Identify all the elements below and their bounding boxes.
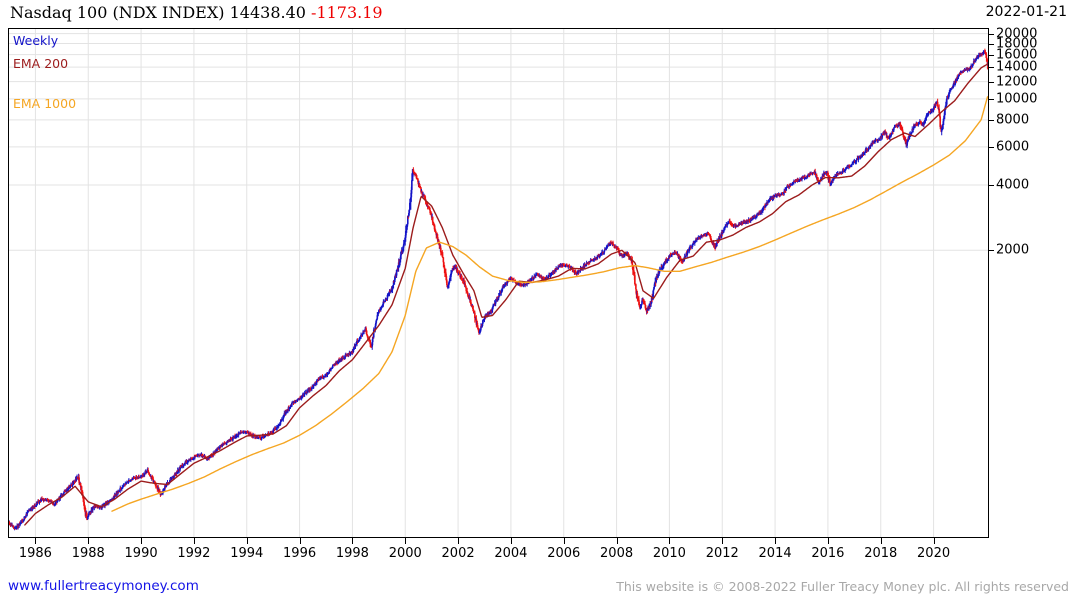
date-axis-label: 1998 xyxy=(335,546,369,561)
instrument-name: Nasdaq 100 (NDX INDEX) xyxy=(10,3,225,22)
as-of-date: 2022-01-21 xyxy=(985,4,1067,20)
date-axis-tick-mark xyxy=(405,538,407,544)
date-axis-tick-mark xyxy=(669,538,671,544)
date-axis-tick-mark xyxy=(193,538,195,544)
price-axis-label: 14000 xyxy=(996,59,1038,75)
gridlines xyxy=(9,29,988,537)
site-url[interactable]: www.fullertreacymoney.com xyxy=(8,578,199,594)
price-axis-label: 16000 xyxy=(996,47,1038,63)
price-axis-tick-mark xyxy=(989,67,994,69)
date-axis-tick-mark xyxy=(933,538,935,544)
date-axis-tick-mark xyxy=(141,538,143,544)
date-axis-tick-mark xyxy=(352,538,354,544)
date-axis-tick-mark xyxy=(722,538,724,544)
price-axis-label: 2000 xyxy=(996,242,1030,258)
page-title: Nasdaq 100 (NDX INDEX) 14438.40 -1173.19 xyxy=(10,3,383,22)
date-axis-tick-mark xyxy=(563,538,565,544)
date-axis-tick-mark xyxy=(35,538,37,544)
date-axis-label: 2020 xyxy=(917,546,951,561)
date-axis-label: 2014 xyxy=(758,546,792,561)
price-axis-label: 12000 xyxy=(996,74,1038,90)
date-axis-label: 2018 xyxy=(864,546,898,561)
last-price: 14438.40 xyxy=(229,3,306,22)
date-axis-label: 1990 xyxy=(124,546,158,561)
date-axis-label: 2002 xyxy=(441,546,475,561)
price-change: -1173.19 xyxy=(311,3,383,22)
date-axis-tick-mark xyxy=(827,538,829,544)
price-axis-tick-mark xyxy=(989,54,994,56)
date-axis-tick-mark xyxy=(299,538,301,544)
date-axis-label: 2016 xyxy=(811,546,845,561)
price-axis-label: 20000 xyxy=(996,26,1038,42)
date-axis-label: 2000 xyxy=(388,546,422,561)
date-axis-label: 1994 xyxy=(230,546,264,561)
date-axis-tick-mark xyxy=(458,538,460,544)
legend-item-weekly: Weekly xyxy=(13,33,59,48)
price-axis-tick-mark xyxy=(989,146,994,148)
chart-header: Nasdaq 100 (NDX INDEX) 14438.40 -1173.19… xyxy=(0,0,1075,26)
price-axis-label: 6000 xyxy=(996,139,1030,155)
price-axis[interactable]: 2000 4000 6000 8000 10000 12000 14000 16000 1800… xyxy=(989,26,1075,538)
plot-canvas xyxy=(9,29,988,537)
date-axis-label: 1986 xyxy=(18,546,52,561)
price-axis-tick-mark xyxy=(989,43,994,45)
price-axis-tick-mark xyxy=(989,81,994,83)
date-axis-label: 2004 xyxy=(494,546,528,561)
date-axis-label: 2012 xyxy=(705,546,739,561)
legend-item-ema-1000: EMA 1000 xyxy=(13,96,77,111)
price-axis-label: 8000 xyxy=(996,112,1030,128)
date-axis-label: 1992 xyxy=(177,546,211,561)
date-axis-tick-mark xyxy=(616,538,618,544)
date-axis-label: 2006 xyxy=(547,546,581,561)
price-axis-tick-mark xyxy=(989,185,994,187)
price-axis-label: 10000 xyxy=(996,91,1038,107)
price-series xyxy=(9,48,988,531)
price-axis-tick-mark xyxy=(989,33,994,35)
price-axis-tick-mark xyxy=(989,98,994,100)
price-axis-tick-mark xyxy=(989,119,994,121)
copyright-notice: This website is © 2008-2022 Fuller Treac… xyxy=(616,579,1069,594)
date-axis-tick-mark xyxy=(510,538,512,544)
date-axis-label: 2008 xyxy=(600,546,634,561)
price-axis-label: 18000 xyxy=(996,36,1038,51)
date-axis[interactable]: 1986 1988 1990 1992 1994 1996 1998 2000 2002 2004… xyxy=(8,538,989,568)
date-axis-tick-mark xyxy=(880,538,882,544)
price-axis-label: 4000 xyxy=(996,177,1030,193)
date-axis-tick-mark xyxy=(246,538,248,544)
date-axis-label: 1988 xyxy=(71,546,105,561)
date-axis-tick-mark xyxy=(88,538,90,544)
plot-area[interactable]: Weekly EMA 200 EMA 1000 xyxy=(8,28,989,538)
legend-item-ema-200: EMA 200 xyxy=(13,56,69,71)
price-axis-tick-mark xyxy=(989,250,994,252)
date-axis-label: 1996 xyxy=(283,546,317,561)
date-axis-tick-mark xyxy=(775,538,777,544)
date-axis-label: 2010 xyxy=(652,546,686,561)
